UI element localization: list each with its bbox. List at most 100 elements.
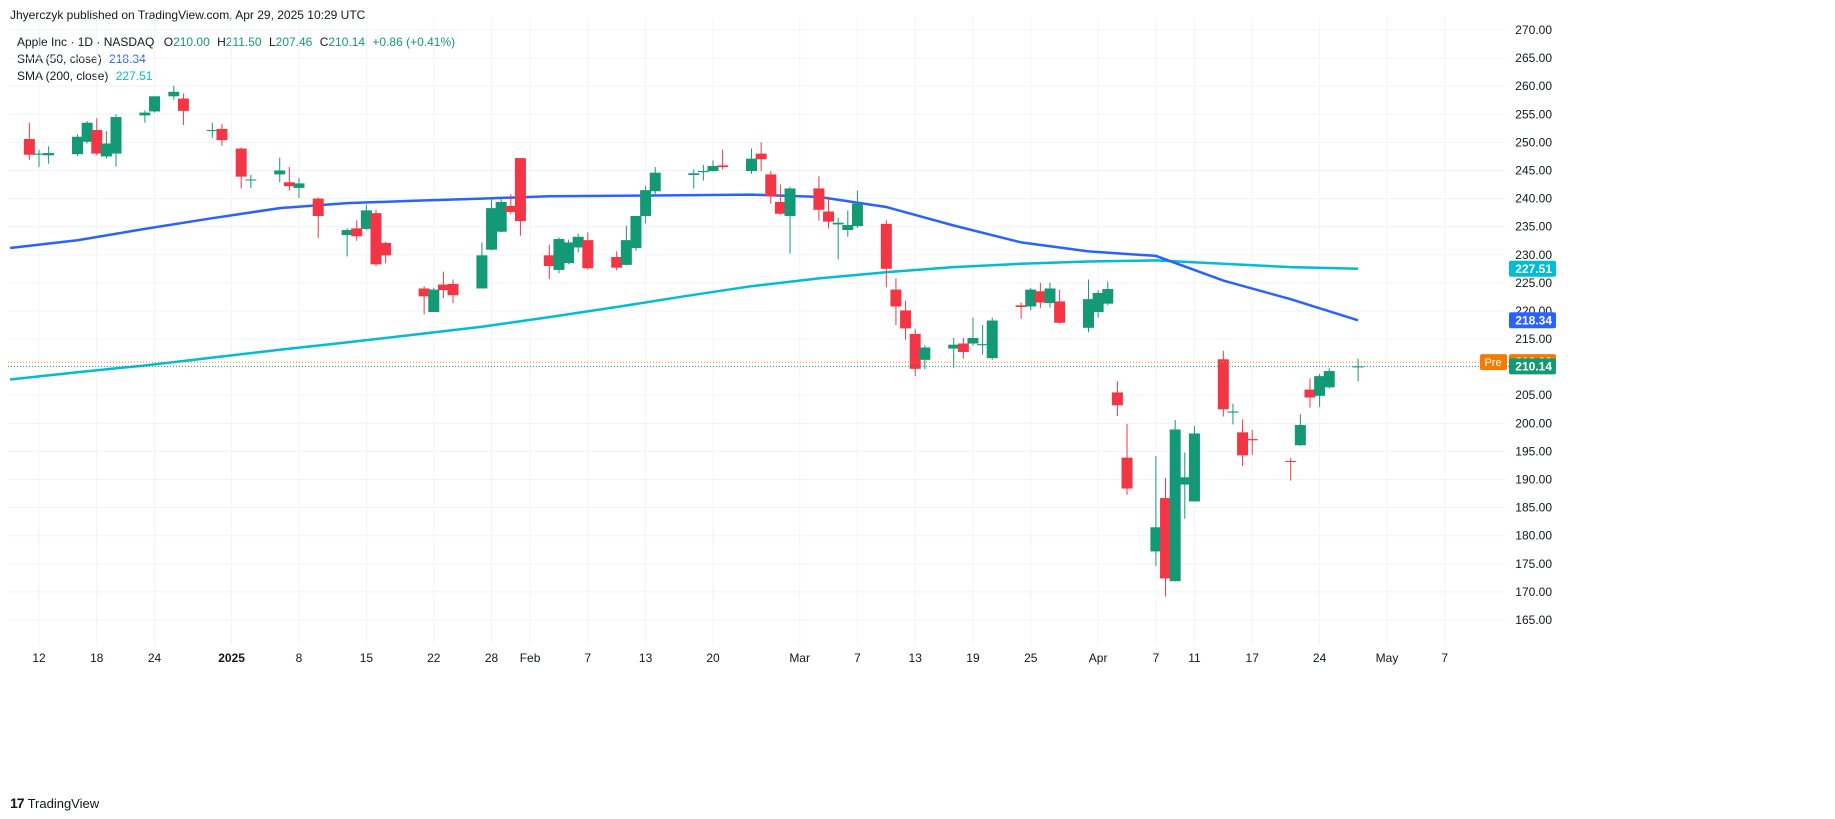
candle: [380, 241, 392, 264]
candle-body: [1092, 292, 1104, 313]
candle-body: [1121, 457, 1133, 489]
candle-body: [1246, 439, 1258, 441]
candle: [755, 142, 767, 172]
candle-body: [1323, 371, 1335, 388]
candle: [293, 177, 305, 199]
candle-body: [688, 173, 700, 175]
sma200-line-layer: [9, 259, 1359, 381]
x-tick-label: 7: [1441, 651, 1448, 665]
candle: [784, 186, 796, 254]
candle: [1054, 289, 1066, 324]
candle: [1160, 477, 1172, 597]
candle-body: [784, 188, 796, 216]
candle-body: [765, 174, 777, 197]
candle-body: [293, 183, 305, 188]
candle: [1294, 414, 1306, 446]
x-tick-label: 28: [485, 651, 499, 665]
candle: [43, 146, 55, 164]
candle-body: [842, 224, 854, 231]
candle: [1217, 350, 1229, 417]
candle-body: [832, 222, 844, 225]
candle-body: [919, 347, 931, 360]
x-tick-label: 25: [1024, 651, 1038, 665]
candle: [235, 147, 247, 189]
candle: [1237, 419, 1249, 467]
candle-body: [707, 165, 719, 172]
chart-legend: Apple Inc · 1D · NASDAQ O210.00 H211.50 …: [17, 34, 455, 85]
candle: [216, 123, 228, 146]
brand-name: TradingView: [27, 795, 100, 811]
candle-body: [139, 112, 151, 116]
candle-body: [1304, 389, 1316, 398]
candle: [774, 184, 786, 215]
sma200-price-tag-text: 227.51: [1515, 262, 1552, 276]
candle-body: [418, 288, 430, 297]
sma50-value: 218.34: [109, 52, 146, 66]
candle-body: [563, 242, 575, 264]
candle-body: [640, 190, 652, 216]
candle-body: [476, 255, 488, 289]
y-tick-label: 270.00: [1515, 23, 1552, 37]
candle-body: [206, 130, 218, 132]
candle-body: [380, 242, 392, 256]
sma50-legend-row: SMA (50, close) 218.34: [17, 51, 455, 68]
candle-body: [91, 130, 103, 154]
candle-body: [986, 320, 998, 359]
candle-body: [110, 117, 122, 154]
candle: [91, 118, 103, 156]
candle-body: [341, 230, 353, 236]
candle: [168, 85, 180, 100]
high-label: H: [217, 35, 226, 49]
publisher-credit: Jhyerczyk published on TradingView.com, …: [10, 8, 366, 22]
close-label: C: [319, 35, 329, 49]
candle: [177, 93, 189, 125]
last-price-tag-bg: [1509, 358, 1556, 375]
candle-body: [23, 139, 35, 155]
candle: [245, 174, 257, 188]
candle-body: [514, 158, 526, 222]
candle-body: [360, 210, 372, 229]
candle: [476, 242, 488, 289]
x-tick-label: 7: [584, 651, 591, 665]
candle-body: [1160, 498, 1172, 579]
candle-body: [437, 284, 449, 291]
candle-body: [100, 143, 112, 157]
y-tick-label: 235.00: [1515, 220, 1552, 234]
close-value: 210.14: [328, 35, 366, 49]
candle-body: [909, 333, 921, 369]
candle: [110, 114, 122, 167]
candle: [900, 300, 912, 340]
candle: [274, 157, 286, 183]
candle-body: [823, 211, 835, 222]
candle-body: [611, 257, 623, 268]
candle-body: [553, 239, 565, 270]
y-tick-label: 225.00: [1515, 276, 1552, 290]
candle: [948, 337, 960, 368]
candle: [495, 199, 507, 233]
candle: [100, 131, 112, 159]
y-tick-label: 165.00: [1515, 613, 1552, 627]
y-tick-label: 260.00: [1515, 79, 1552, 93]
y-tick-label: 240.00: [1515, 192, 1552, 206]
open-label: O: [163, 35, 174, 49]
candle: [33, 149, 45, 168]
candle: [543, 244, 555, 279]
candle: [341, 228, 353, 257]
candle: [1083, 279, 1095, 333]
y-tick-label: 230.00: [1515, 248, 1552, 262]
x-tick-label: 24: [148, 651, 162, 665]
last-price-tag-text: 210.14: [1515, 359, 1552, 373]
candle-body: [890, 289, 902, 307]
x-tick-label: May: [1376, 651, 1399, 665]
candle: [640, 185, 652, 224]
y-tick-label: 170.00: [1515, 585, 1552, 599]
candle-body: [33, 153, 45, 155]
candle-body: [957, 343, 969, 352]
candle: [1304, 378, 1316, 408]
candle: [72, 134, 84, 156]
candle-body: [428, 289, 440, 313]
x-tick-label: 18: [90, 651, 104, 665]
candle: [909, 328, 921, 377]
